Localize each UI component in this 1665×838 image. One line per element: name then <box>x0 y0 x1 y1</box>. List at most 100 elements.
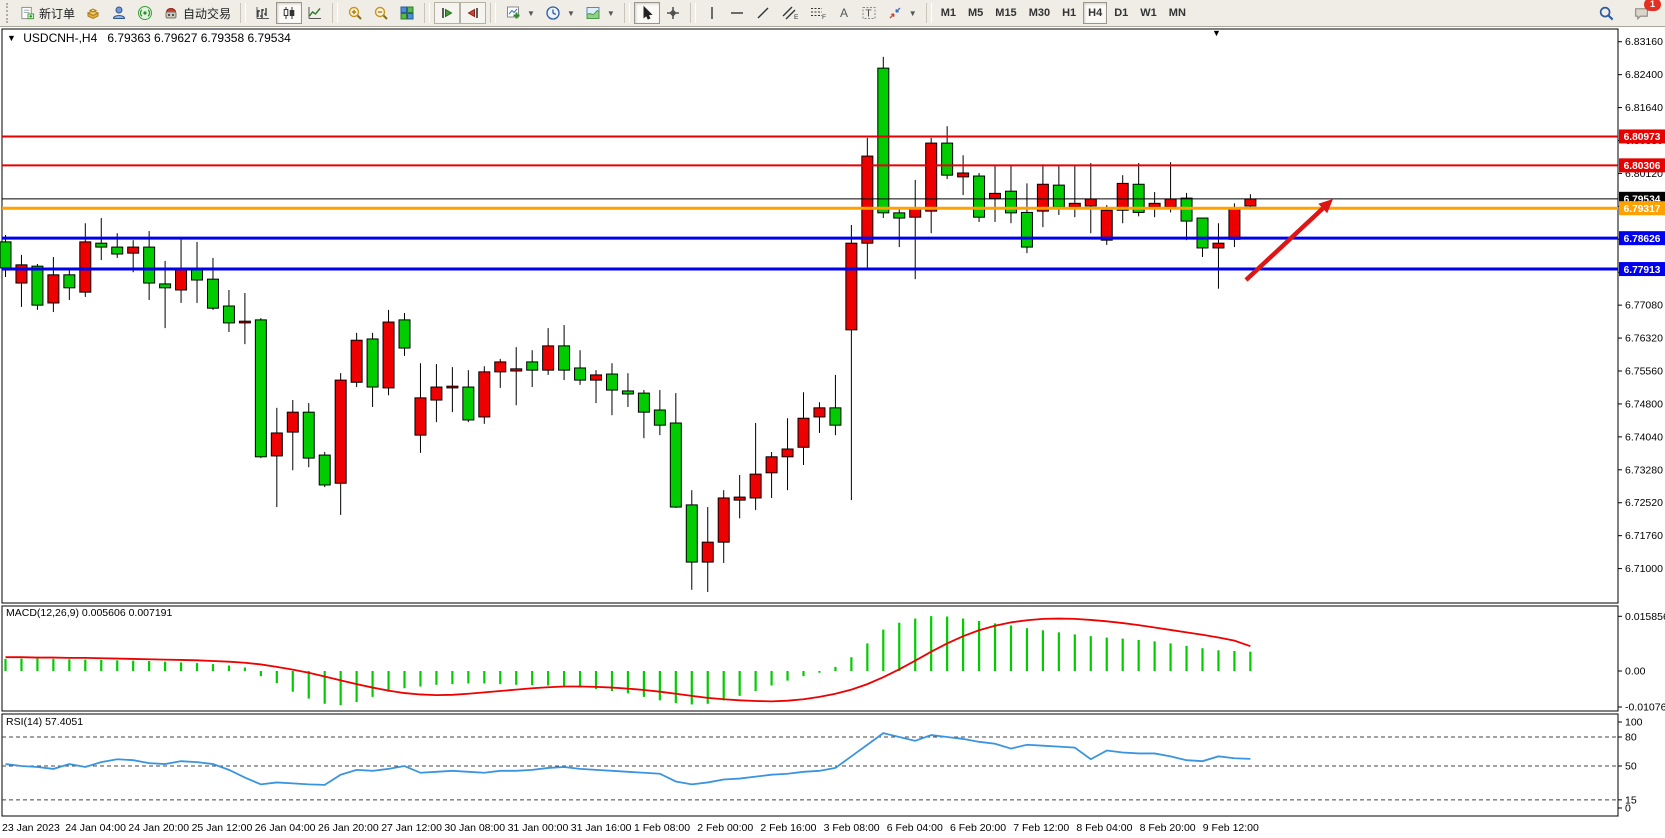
tab-timeframe-m1[interactable]: M1 <box>936 2 961 24</box>
equidistant-channel-tool-button[interactable]: E <box>776 2 804 24</box>
one-click-trading-arrow-icon[interactable]: ▼ <box>7 33 16 43</box>
zoom-in-button[interactable] <box>342 2 368 24</box>
svg-text:15: 15 <box>1625 794 1637 806</box>
svg-text:26 Jan 04:00: 26 Jan 04:00 <box>255 822 316 834</box>
zoom-out-button[interactable] <box>368 2 394 24</box>
tile-windows-button[interactable] <box>394 2 420 24</box>
main-toolbar: 新订单 自动交易 <box>0 0 1665 27</box>
horizontal-line-tool-button[interactable] <box>724 2 750 24</box>
tab-timeframe-h1[interactable]: H1 <box>1057 2 1081 24</box>
chevron-down-icon: ▼ <box>606 8 615 18</box>
autotrading-icon <box>165 8 177 19</box>
svg-text:6.81640: 6.81640 <box>1625 102 1663 114</box>
notifications-button[interactable]: 1 <box>1628 0 1661 24</box>
svg-text:25 Jan 12:00: 25 Jan 12:00 <box>192 822 253 834</box>
tab-timeframe-w1[interactable]: W1 <box>1135 2 1162 24</box>
tab-timeframe-m30[interactable]: M30 <box>1024 2 1055 24</box>
zoom-out-icon <box>374 6 388 20</box>
toolbar-separator <box>424 3 431 23</box>
price-label-6.80973 <box>1619 129 1665 144</box>
svg-text:6.75560: 6.75560 <box>1625 366 1663 378</box>
crosshair-icon <box>666 7 679 19</box>
signals-button[interactable] <box>132 2 158 24</box>
text-label-tool-button[interactable]: T <box>856 2 882 24</box>
vertical-line-tool-button[interactable] <box>700 2 724 24</box>
tab-timeframe-h4[interactable]: H4 <box>1083 2 1108 24</box>
price-label-6.77913 <box>1619 262 1665 277</box>
tab-timeframe-m5[interactable]: M5 <box>963 2 988 24</box>
fibonacci-tool-button[interactable]: F <box>804 2 832 24</box>
svg-text:6.73280: 6.73280 <box>1625 464 1663 476</box>
new-order-label: 新订单 <box>39 6 76 21</box>
tab-timeframe-d1[interactable]: D1 <box>1109 2 1133 24</box>
autotrading-button[interactable]: 自动交易 <box>158 2 236 24</box>
tile-windows-icon <box>400 6 414 20</box>
svg-text:26 Jan 20:00: 26 Jan 20:00 <box>318 822 379 834</box>
autotrading-label: 自动交易 <box>183 6 232 21</box>
templates-button[interactable]: ▼ <box>580 2 620 24</box>
chart-menu-arrow-icon[interactable]: ▼ <box>1212 28 1221 38</box>
auto-scroll-button[interactable] <box>434 2 461 24</box>
text-icon: A <box>840 6 848 20</box>
svg-text:6.80973: 6.80973 <box>1624 132 1661 143</box>
auto-scroll-icon <box>442 8 453 18</box>
trend-arrow-annotation[interactable] <box>1244 199 1333 282</box>
svg-text:50: 50 <box>1625 761 1637 773</box>
svg-text:6.72520: 6.72520 <box>1625 497 1663 509</box>
line-chart-mode-button[interactable] <box>302 2 328 24</box>
tab-timeframe-mn[interactable]: MN <box>1164 2 1191 24</box>
svg-text:7 Feb 12:00: 7 Feb 12:00 <box>1013 822 1069 834</box>
svg-text:6.82400: 6.82400 <box>1625 69 1663 81</box>
svg-text:6 Feb 20:00: 6 Feb 20:00 <box>950 822 1006 834</box>
clock-icon <box>546 6 560 20</box>
svg-text:24 Jan 04:00: 24 Jan 04:00 <box>65 822 126 834</box>
svg-text:24 Jan 20:00: 24 Jan 20:00 <box>128 822 189 834</box>
template-icon <box>586 7 600 19</box>
toolbar-separator <box>925 3 932 23</box>
svg-text:0.015856: 0.015856 <box>1625 611 1665 623</box>
new-order-button[interactable]: 新订单 <box>15 2 80 24</box>
svg-text:9 Feb 12:00: 9 Feb 12:00 <box>1203 822 1259 834</box>
periods-button[interactable]: ▼ <box>540 2 580 24</box>
notification-badge: 1 <box>1644 0 1661 11</box>
svg-text:31 Jan 16:00: 31 Jan 16:00 <box>571 822 632 834</box>
toolbar-separator <box>689 3 696 23</box>
trendline-tool-button[interactable] <box>750 2 776 24</box>
arrows-icon <box>889 7 901 19</box>
svg-text:2 Feb 16:00: 2 Feb 16:00 <box>760 822 816 834</box>
tab-timeframe-m15[interactable]: M15 <box>990 2 1021 24</box>
panel-borders <box>1 28 1619 817</box>
rsi-indicator-label: RSI(14) 57.4051 <box>6 716 84 728</box>
svg-text:100: 100 <box>1625 717 1643 729</box>
chevron-down-icon: ▼ <box>566 8 575 18</box>
svg-text:6.80120: 6.80120 <box>1625 168 1663 180</box>
svg-text:6.80306: 6.80306 <box>1624 161 1661 172</box>
price-label-6.80306 <box>1619 158 1665 173</box>
arrows-tool-button[interactable]: ▼ <box>882 2 922 24</box>
market-depth-button[interactable] <box>80 2 106 24</box>
cursor-icon <box>643 5 653 20</box>
candlestick-mode-button[interactable] <box>276 2 303 24</box>
svg-text:27 Jan 12:00: 27 Jan 12:00 <box>381 822 442 834</box>
trendline-icon <box>757 7 769 19</box>
vertical-line-icon <box>711 7 713 19</box>
add-indicator-button[interactable]: ▼ <box>500 2 540 24</box>
svg-text:1 Feb 08:00: 1 Feb 08:00 <box>634 822 690 834</box>
cursor-tool-button[interactable] <box>633 2 660 24</box>
horizontal-line-icon <box>730 12 743 14</box>
mql5-community-button[interactable] <box>106 2 132 24</box>
svg-text:6.74040: 6.74040 <box>1625 431 1663 443</box>
search-button[interactable] <box>1593 2 1620 24</box>
chart-ohlc-values: 6.79363 6.79627 6.79358 6.79534 <box>107 31 291 45</box>
svg-text:6.79360: 6.79360 <box>1625 201 1663 213</box>
svg-text:80: 80 <box>1625 731 1637 743</box>
bar-chart-mode-button[interactable] <box>250 2 276 24</box>
text-tool-button[interactable]: A <box>832 2 856 24</box>
svg-text:6.77080: 6.77080 <box>1625 300 1663 312</box>
chart-shift-button[interactable] <box>460 2 487 24</box>
price-label-6.79534 <box>1619 191 1665 206</box>
fibonacci-icon: F <box>810 8 826 21</box>
macd-layer <box>4 616 1252 706</box>
crosshair-tool-button[interactable] <box>660 2 686 24</box>
